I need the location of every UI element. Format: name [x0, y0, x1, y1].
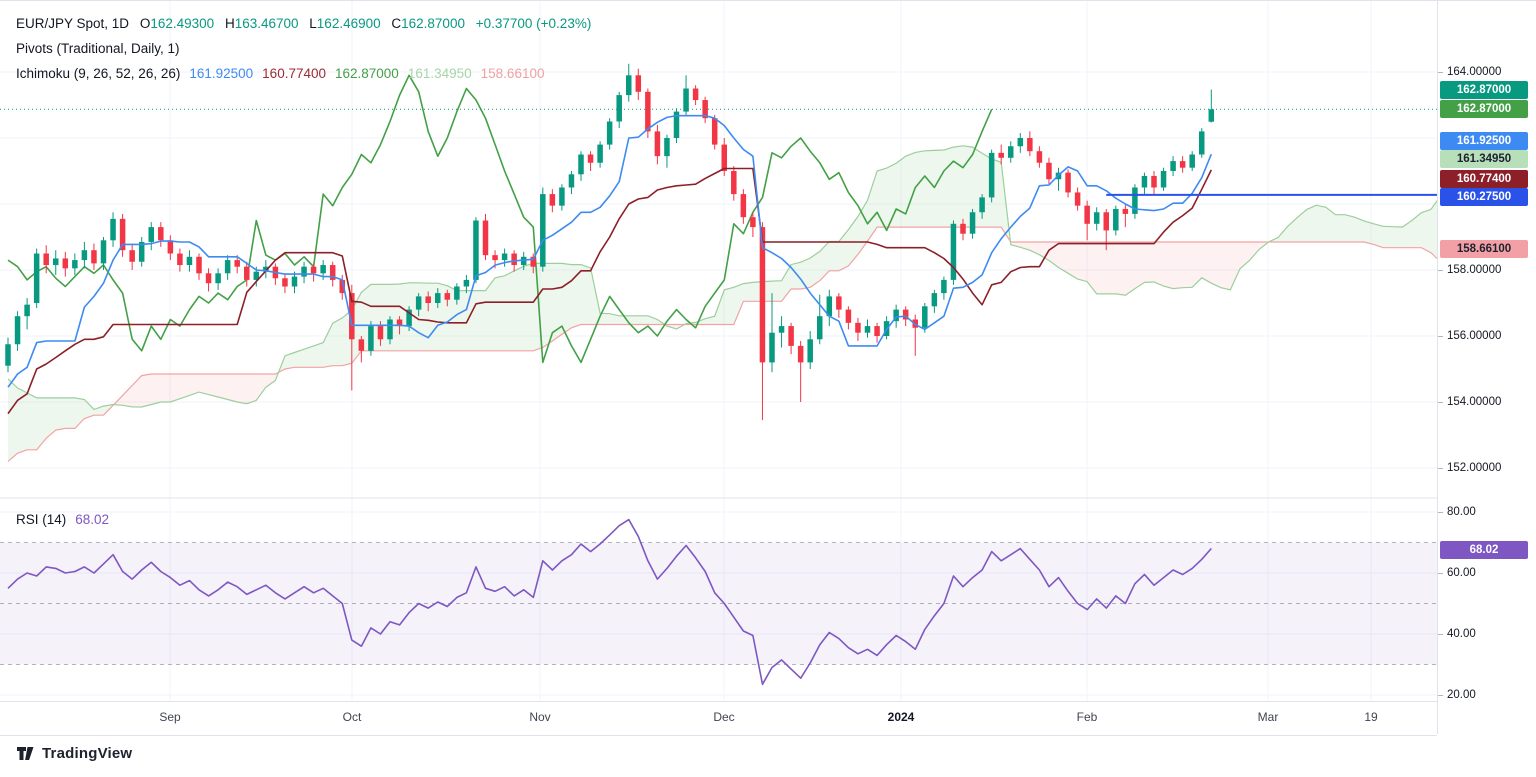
- ichimoku-value: 161.34950: [407, 66, 472, 81]
- price-badge: 161.34950: [1440, 150, 1528, 168]
- time-tick-label: Mar: [1257, 710, 1279, 724]
- price-tick-mark: [1438, 634, 1443, 635]
- ohlc-high-value: 163.46700: [234, 16, 299, 31]
- price-badge: 162.87000: [1440, 81, 1528, 99]
- price-badge: 162.87000: [1440, 100, 1528, 118]
- price-tick-label: 80.00: [1447, 506, 1476, 518]
- ichimoku-value: 160.77400: [262, 66, 326, 81]
- time-tick-label: Sep: [159, 710, 181, 724]
- time-tick-label: Nov: [529, 710, 551, 724]
- ohlc-high-label: H: [224, 16, 235, 31]
- symbol-title: EUR/JPY Spot, 1D: [16, 16, 130, 31]
- ohlc-close-value: 162.87000: [401, 16, 465, 31]
- tradingview-logo-text: TradingView: [42, 745, 133, 762]
- indicator-legend: EUR/JPY Spot, 1D O162.49300 H163.46700 L…: [16, 11, 591, 86]
- price-tick-label: 40.00: [1447, 628, 1476, 640]
- ichimoku-value: 158.66100: [480, 66, 545, 81]
- price-tick-label: 164.00000: [1447, 66, 1502, 78]
- price-tick-label: 152.00000: [1447, 462, 1502, 474]
- pivots-label: Pivots (Traditional, Daily, 1): [16, 41, 180, 56]
- time-tick-label: 2024: [887, 710, 915, 724]
- price-chart-canvas[interactable]: [0, 1, 1536, 734]
- rsi-legend-row[interactable]: RSI (14) 68.02: [16, 512, 109, 527]
- price-tick-mark: [1438, 573, 1443, 574]
- price-badge: 160.77400: [1440, 170, 1528, 188]
- time-tick-label: Oct: [342, 710, 362, 724]
- price-tick-label: 60.00: [1447, 567, 1476, 579]
- ohlc-low-label: L: [309, 16, 317, 31]
- price-badge: 160.27500: [1440, 188, 1528, 206]
- ichimoku-value: 162.87000: [335, 66, 399, 81]
- ichimoku-legend-row[interactable]: Ichimoku (9, 26, 52, 26, 26) 161.92500 160…: [16, 61, 591, 86]
- price-badge: 68.02: [1440, 541, 1528, 559]
- rsi-label: RSI (14): [16, 512, 67, 527]
- price-tick-mark: [1438, 695, 1443, 696]
- price-tick-label: 154.00000: [1447, 396, 1502, 408]
- time-scale[interactable]: Sep Oct Nov Dec 2024 Feb Mar 19: [0, 701, 1437, 736]
- ichimoku-value: 161.92500: [189, 66, 254, 81]
- ichimoku-values: 161.92500 160.77400 162.87000 161.34950 158.…: [180, 66, 544, 81]
- ohlc-open-label: O: [139, 16, 151, 31]
- rsi-value: 68.02: [75, 512, 110, 527]
- price-tick-label: 158.00000: [1447, 264, 1502, 276]
- tradingview-logo-icon: [17, 747, 34, 760]
- price-scale[interactable]: 164.00000 158.00000 156.00000 154.00000 152.…: [1437, 1, 1536, 734]
- price-tick-mark: [1438, 270, 1443, 271]
- time-tick-label: 19: [1364, 710, 1378, 724]
- symbol-legend-row[interactable]: EUR/JPY Spot, 1D O162.49300 H163.46700 L…: [16, 11, 591, 36]
- ohlc-close-label: C: [391, 16, 402, 31]
- ohlc-low-value: 162.46900: [316, 16, 381, 31]
- ichimoku-label: Ichimoku (9, 26, 52, 26, 26): [16, 66, 181, 81]
- pivots-legend-row[interactable]: Pivots (Traditional, Daily, 1): [16, 36, 591, 61]
- price-tick-mark: [1438, 402, 1443, 403]
- time-tick-label: Dec: [713, 710, 735, 724]
- price-tick-label: 156.00000: [1447, 330, 1502, 342]
- time-tick-label: Feb: [1076, 710, 1098, 724]
- price-tick-mark: [1438, 468, 1443, 469]
- price-tick-mark: [1438, 336, 1443, 337]
- price-badge: 158.66100: [1440, 240, 1528, 258]
- change-value: +0.37700 (+0.23%): [475, 16, 592, 31]
- price-tick-label: 20.00: [1447, 689, 1476, 701]
- price-tick-mark: [1438, 72, 1443, 73]
- ohlc-open-value: 162.49300: [150, 16, 215, 31]
- price-badge: 161.92500: [1440, 132, 1528, 150]
- tradingview-branding[interactable]: TradingView: [16, 744, 132, 763]
- price-tick-mark: [1438, 512, 1443, 513]
